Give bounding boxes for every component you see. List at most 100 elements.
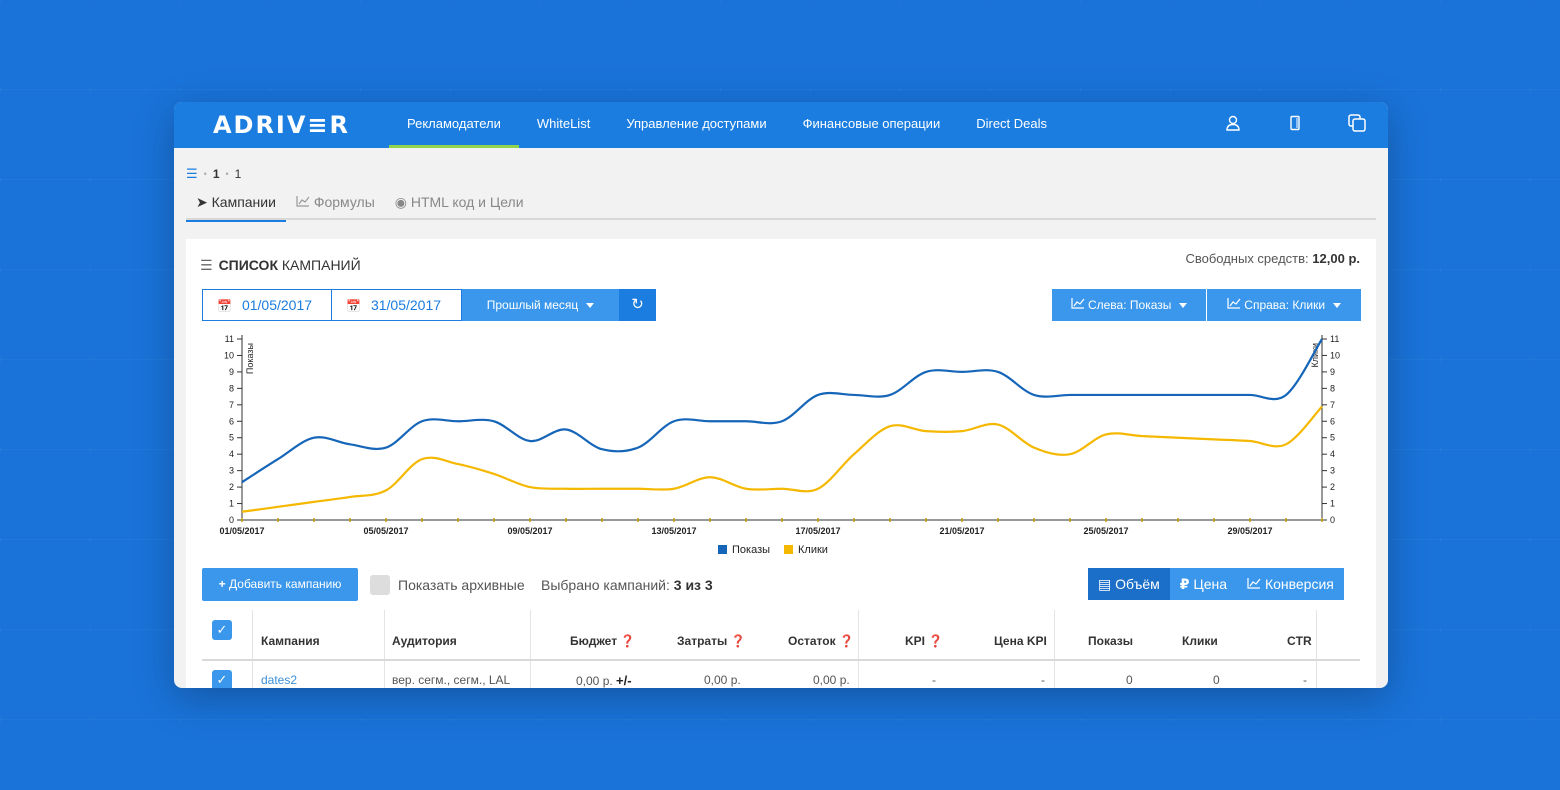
campaign-kpi: -: [932, 673, 936, 687]
y-tick-label-left: 8: [229, 383, 234, 393]
col-clicks[interactable]: Клики: [1182, 634, 1218, 648]
bar-chart-icon: ▤: [1098, 576, 1112, 592]
campaign-link[interactable]: dates2: [261, 673, 298, 687]
x-tick-label: 09/05/2017: [507, 526, 552, 536]
y-tick-label-left: 4: [229, 449, 234, 459]
col-campaign[interactable]: Кампания: [261, 634, 320, 648]
nav-item-whitelist[interactable]: WhiteList: [536, 116, 591, 131]
line-chart-icon: [1071, 298, 1088, 312]
tab-campaigns[interactable]: ➤ Кампании: [186, 190, 286, 222]
calendar-icon: 📅: [346, 299, 361, 313]
view-volume-button[interactable]: ▤ Объём: [1088, 568, 1170, 600]
campaign-spent: 0,00 р.: [704, 673, 741, 687]
legend-swatch: [784, 545, 793, 554]
y-tick-label-right: 9: [1330, 367, 1335, 377]
y-tick-label-right: 8: [1330, 383, 1335, 393]
question-icon: ❓: [838, 634, 854, 648]
tab-formulas[interactable]: Формулы: [286, 190, 385, 220]
y-tick-label-right: 7: [1330, 400, 1335, 410]
y-tick-label-right: 5: [1330, 433, 1335, 443]
nav-item-advertisers[interactable]: Рекламодатели: [389, 102, 519, 148]
legend-label: Клики: [798, 544, 828, 556]
y-tick-label-right: 10: [1330, 350, 1340, 360]
x-tick-label: 25/05/2017: [1083, 526, 1128, 536]
y-tick-label-right: 2: [1330, 482, 1335, 492]
show-archived-checkbox[interactable]: [370, 575, 390, 595]
plus-icon: +: [218, 577, 226, 591]
right-axis-dropdown[interactable]: Справа: Клики: [1207, 289, 1361, 321]
campaign-clicks: 0: [1213, 673, 1220, 687]
globe-icon: ◉: [394, 194, 407, 210]
free-funds: Свободных средств: 12,00 р.: [1185, 251, 1360, 266]
logo[interactable]: ADRIV≡R: [212, 111, 351, 139]
add-campaign-button[interactable]: + Добавить кампанию: [202, 568, 358, 601]
y-tick-label-right: 0: [1330, 515, 1335, 525]
y-axis-label-left: Показы: [245, 343, 255, 374]
list-icon[interactable]: ☰: [186, 166, 198, 181]
col-shows[interactable]: Показы: [1088, 634, 1133, 648]
top-nav: ADRIV≡R Рекламодатели WhiteList Управлен…: [174, 102, 1388, 148]
user-icon[interactable]: [1202, 115, 1264, 136]
line-chart-icon: [296, 194, 314, 210]
ruble-icon: ₽: [1179, 576, 1190, 592]
y-tick-label-left: 7: [229, 400, 234, 410]
tab-html-goals[interactable]: ◉ HTML код и Цели: [394, 194, 524, 210]
x-tick-label: 29/05/2017: [1227, 526, 1272, 536]
campaigns-panel: ☰ СПИСОК КАМПАНИЙ Свободных средств: 12,0…: [186, 239, 1376, 688]
view-switcher: ▤ Объём ₽ Цена Конверсия: [1088, 568, 1344, 600]
line-chart-icon: [1247, 576, 1265, 592]
date-to-field[interactable]: 📅 31/05/2017: [331, 289, 462, 321]
copy-icon[interactable]: [1326, 113, 1388, 138]
budget-edit-button[interactable]: +/-: [616, 673, 632, 688]
col-kpi[interactable]: KPI ❓: [905, 634, 944, 648]
y-tick-label-left: 3: [229, 466, 234, 476]
row-checkbox[interactable]: ✓: [212, 670, 232, 688]
nav-item-finance[interactable]: Финансовые операции: [802, 116, 941, 131]
date-from-field[interactable]: 📅 01/05/2017: [202, 289, 332, 321]
list-icon: ☰: [200, 257, 213, 273]
panel-title: ☰ СПИСОК КАМПАНИЙ: [200, 257, 361, 273]
y-tick-label-right: 1: [1330, 499, 1335, 509]
col-audience[interactable]: Аудитория: [392, 634, 457, 648]
col-ctr[interactable]: CTR: [1287, 634, 1312, 648]
question-icon: ❓: [620, 634, 636, 648]
y-tick-label-left: 2: [229, 482, 234, 492]
y-tick-label-left: 9: [229, 367, 234, 377]
breadcrumb-item: 1: [234, 167, 242, 181]
line-chart-icon: [1227, 298, 1244, 312]
view-conversion-button[interactable]: Конверсия: [1237, 568, 1344, 600]
col-budget[interactable]: Бюджет ❓: [570, 634, 636, 648]
legend-label: Показы: [732, 544, 770, 556]
campaign-budget: 0,00 р. +/-: [576, 673, 632, 688]
col-rest[interactable]: Остаток ❓: [788, 634, 854, 648]
select-all-checkbox[interactable]: ✓: [212, 620, 232, 640]
show-archived-label: Показать архивные: [398, 577, 525, 593]
refresh-icon[interactable]: ↻: [619, 289, 656, 321]
left-axis-dropdown[interactable]: Слева: Показы: [1052, 289, 1206, 321]
y-tick-label-left: 11: [225, 334, 234, 344]
period-dropdown[interactable]: Прошлый месяц: [462, 289, 619, 321]
y-tick-label-left: 6: [229, 416, 234, 426]
tablet-icon[interactable]: [1264, 115, 1326, 136]
x-tick-label: 13/05/2017: [651, 526, 696, 536]
col-spent[interactable]: Затраты ❓: [677, 634, 746, 648]
y-tick-label-right: 6: [1330, 416, 1335, 426]
nav-item-direct-deals[interactable]: Direct Deals: [976, 116, 1048, 131]
y-tick-label-left: 1: [229, 499, 234, 509]
x-tick-label: 01/05/2017: [219, 526, 264, 536]
col-kpi-price[interactable]: Цена KPI: [994, 634, 1047, 648]
question-icon: ❓: [928, 634, 944, 648]
question-icon: ❓: [730, 634, 746, 648]
series-line-clicks: [241, 405, 1323, 513]
x-tick-label: 05/05/2017: [363, 526, 408, 536]
view-price-button[interactable]: ₽ Цена: [1169, 568, 1238, 600]
y-tick-label-right: 3: [1330, 466, 1335, 476]
y-tick-label-right: 11: [1330, 334, 1339, 344]
breadcrumb-item[interactable]: 1: [212, 167, 220, 181]
campaign-rest: 0,00 р.: [813, 673, 850, 687]
app-window: ADRIV≡R Рекламодатели WhiteList Управлен…: [174, 102, 1388, 688]
y-tick-label-left: 10: [224, 350, 234, 360]
nav-item-access[interactable]: Управление доступами: [626, 116, 767, 131]
x-tick-label: 17/05/2017: [795, 526, 840, 536]
y-tick-label-left: 0: [229, 515, 234, 525]
